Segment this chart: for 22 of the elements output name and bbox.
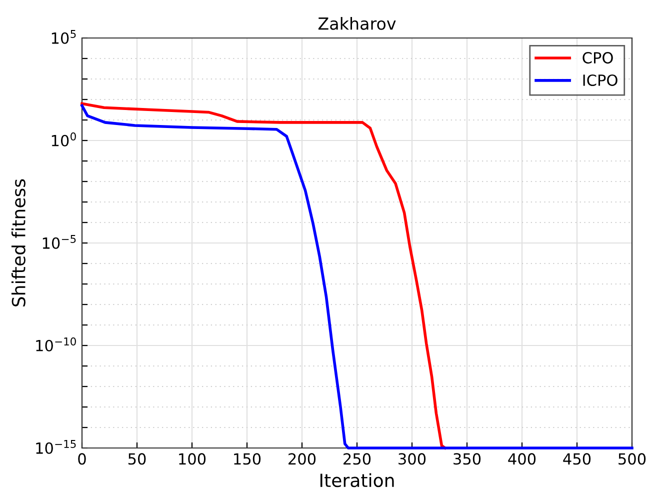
x-tick-label: 400 xyxy=(508,453,536,465)
x-tick-label: 200 xyxy=(288,453,316,465)
y-tick-label: 10$^{5}$ xyxy=(52,30,76,44)
x-tick-label: 300 xyxy=(398,453,426,465)
x-tick-label: 0 xyxy=(78,453,86,465)
x-tick-label: 50 xyxy=(128,453,146,465)
x-tick-label: 150 xyxy=(234,453,261,465)
y-tick-label: 10$^{−10}$ xyxy=(36,337,76,352)
y-axis-title: Shifted fitness xyxy=(11,179,26,306)
chart-title: Zakharov xyxy=(318,17,396,30)
legend-label: CPO xyxy=(582,52,613,64)
legend-label: ICPO xyxy=(583,74,618,86)
y-tick-label: 10$^{−5}$ xyxy=(42,235,76,249)
x-tick-label: 100 xyxy=(179,453,206,465)
x-axis-title: Iteration xyxy=(320,473,394,488)
x-tick-label: 450 xyxy=(563,453,591,465)
y-tick-label: 10$^{−15}$ xyxy=(36,440,76,454)
x-tick-label: 500 xyxy=(618,453,646,465)
x-tick-label: 350 xyxy=(454,453,481,465)
line-series xyxy=(80,102,446,450)
y-tick-label: 10$^{0}$ xyxy=(52,132,76,146)
x-tick-label: 250 xyxy=(344,453,371,465)
